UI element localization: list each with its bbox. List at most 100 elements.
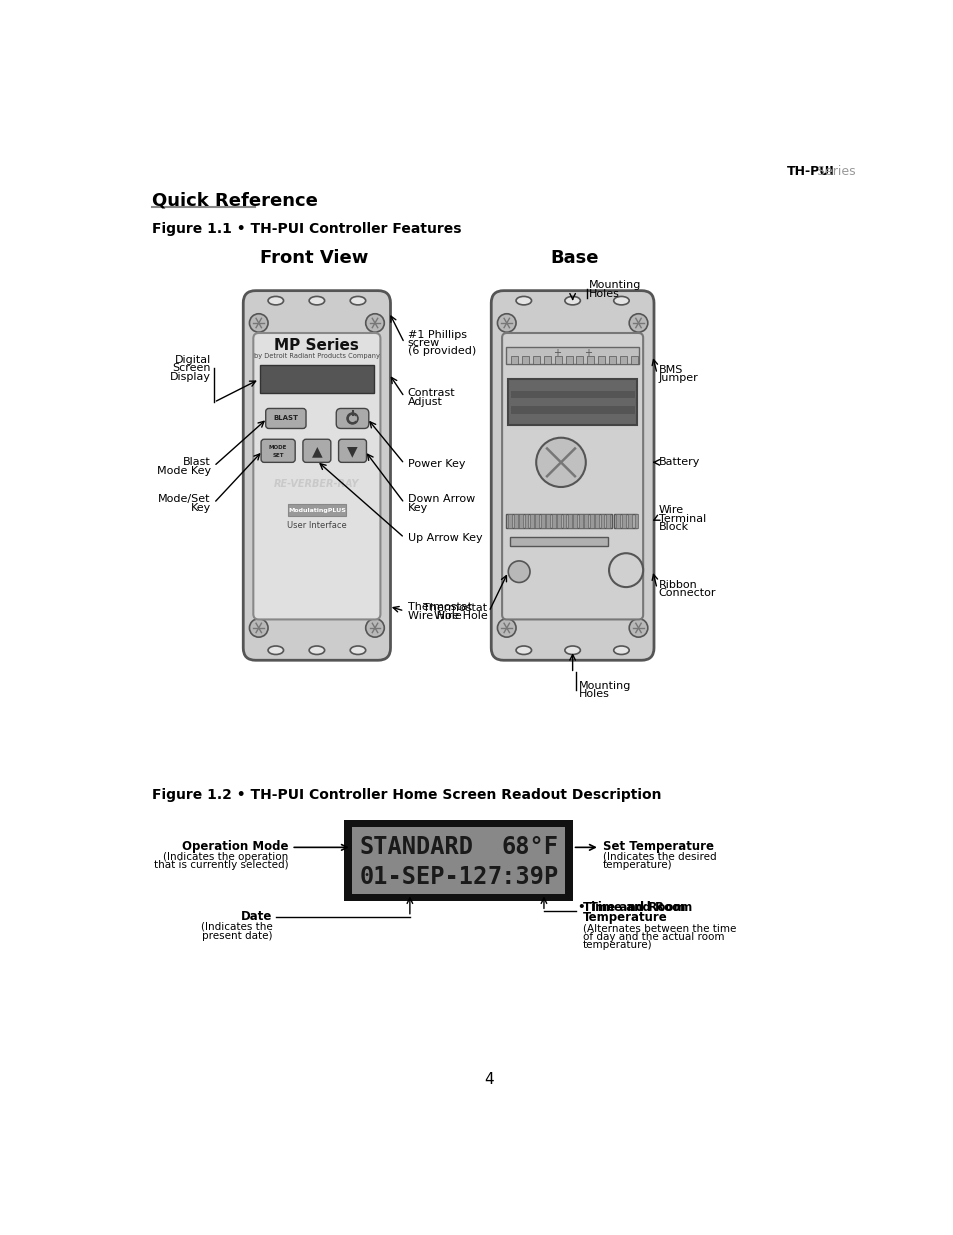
Circle shape [536, 437, 585, 487]
Text: screw: screw [407, 338, 439, 348]
Circle shape [347, 412, 357, 424]
Text: present date): present date) [202, 931, 273, 941]
FancyBboxPatch shape [501, 333, 642, 620]
Text: Wire Hole: Wire Hole [434, 611, 487, 621]
Text: Contrast: Contrast [407, 388, 455, 398]
Text: Wire: Wire [658, 505, 683, 515]
Circle shape [497, 619, 516, 637]
Text: Blast: Blast [183, 457, 211, 467]
Bar [562, 514, 566, 527]
FancyBboxPatch shape [261, 440, 294, 462]
Text: Time and Room: Time and Room [582, 900, 684, 914]
Text: by Detroit Radiant Products Company: by Detroit Radiant Products Company [253, 353, 379, 359]
Ellipse shape [350, 296, 365, 305]
Circle shape [249, 619, 268, 637]
Text: Wire Hole: Wire Hole [407, 610, 461, 621]
Text: (Indicates the: (Indicates the [201, 921, 273, 931]
Circle shape [629, 314, 647, 332]
Bar [551, 514, 555, 527]
Bar [505, 514, 612, 527]
Text: Holes: Holes [578, 689, 609, 699]
Text: Quick Reference: Quick Reference [152, 191, 317, 210]
Ellipse shape [516, 296, 531, 305]
Text: SET: SET [273, 453, 284, 458]
FancyBboxPatch shape [303, 440, 331, 462]
Bar [630, 356, 637, 364]
Text: temperature): temperature) [582, 940, 652, 950]
Bar [573, 514, 577, 527]
Text: of day and the actual room: of day and the actual room [582, 931, 723, 941]
Bar [505, 347, 639, 364]
Text: Block: Block [658, 522, 688, 532]
Text: User Interface: User Interface [287, 521, 346, 530]
Bar [634, 514, 638, 527]
Bar [288, 504, 345, 516]
Text: (Indicates the operation: (Indicates the operation [163, 852, 288, 862]
Text: Power Key: Power Key [407, 459, 464, 469]
Text: 7:39P: 7:39P [487, 866, 558, 889]
FancyBboxPatch shape [338, 440, 366, 462]
Bar [587, 356, 594, 364]
Text: TH-PUI: TH-PUI [786, 164, 834, 178]
Bar [530, 514, 534, 527]
Bar [595, 514, 598, 527]
Bar [613, 514, 637, 527]
Text: STANDARD: STANDARD [359, 835, 473, 858]
FancyBboxPatch shape [253, 333, 380, 620]
Text: 68°F: 68°F [501, 835, 558, 858]
Text: Key: Key [191, 503, 211, 513]
Text: 4: 4 [483, 1072, 494, 1087]
Bar [599, 514, 604, 527]
Bar [344, 820, 572, 902]
Circle shape [365, 619, 384, 637]
Text: Screen: Screen [172, 363, 211, 373]
Bar [555, 356, 561, 364]
Text: +: + [553, 348, 560, 358]
Text: Base: Base [550, 248, 598, 267]
Text: temperature): temperature) [602, 860, 672, 871]
FancyBboxPatch shape [266, 409, 306, 429]
Text: Adjust: Adjust [407, 396, 442, 406]
Text: Battery: Battery [658, 457, 700, 467]
Circle shape [629, 619, 647, 637]
Circle shape [497, 314, 516, 332]
Bar [578, 514, 582, 527]
Bar [509, 537, 608, 546]
Text: 01-SEP-12: 01-SEP-12 [359, 866, 487, 889]
Ellipse shape [350, 646, 365, 655]
Text: • Time and Room: • Time and Room [578, 900, 692, 914]
Bar [540, 514, 544, 527]
Bar [557, 514, 560, 527]
Bar [510, 390, 634, 399]
Ellipse shape [613, 646, 629, 655]
Text: Digital: Digital [174, 354, 211, 366]
Text: Thermostat: Thermostat [407, 603, 471, 613]
Bar [508, 379, 637, 425]
Text: Ribbon: Ribbon [658, 579, 697, 590]
Text: Thermostat: Thermostat [423, 603, 487, 613]
Text: Temperature: Temperature [582, 911, 667, 924]
Text: Display: Display [170, 372, 211, 382]
Bar [535, 514, 538, 527]
Text: ModulatingPLUS: ModulatingPLUS [288, 508, 345, 513]
Bar [546, 514, 550, 527]
Text: Down Arrow: Down Arrow [407, 494, 475, 504]
Bar [565, 356, 572, 364]
Ellipse shape [309, 646, 324, 655]
Text: Holes: Holes [588, 289, 619, 299]
Bar [621, 514, 625, 527]
Bar [616, 514, 619, 527]
Bar [524, 514, 528, 527]
Bar [259, 366, 374, 393]
Ellipse shape [564, 646, 579, 655]
Text: Set Temperature: Set Temperature [602, 840, 713, 853]
Text: RE-VERBER-RAY: RE-VERBER-RAY [274, 479, 359, 489]
Ellipse shape [268, 646, 283, 655]
Text: (Alternates between the time: (Alternates between the time [582, 924, 736, 934]
FancyBboxPatch shape [491, 290, 654, 661]
Bar [352, 827, 564, 894]
Text: ▲: ▲ [312, 443, 322, 458]
Ellipse shape [516, 646, 531, 655]
Text: #1 Phillips: #1 Phillips [407, 330, 466, 340]
Circle shape [249, 314, 268, 332]
